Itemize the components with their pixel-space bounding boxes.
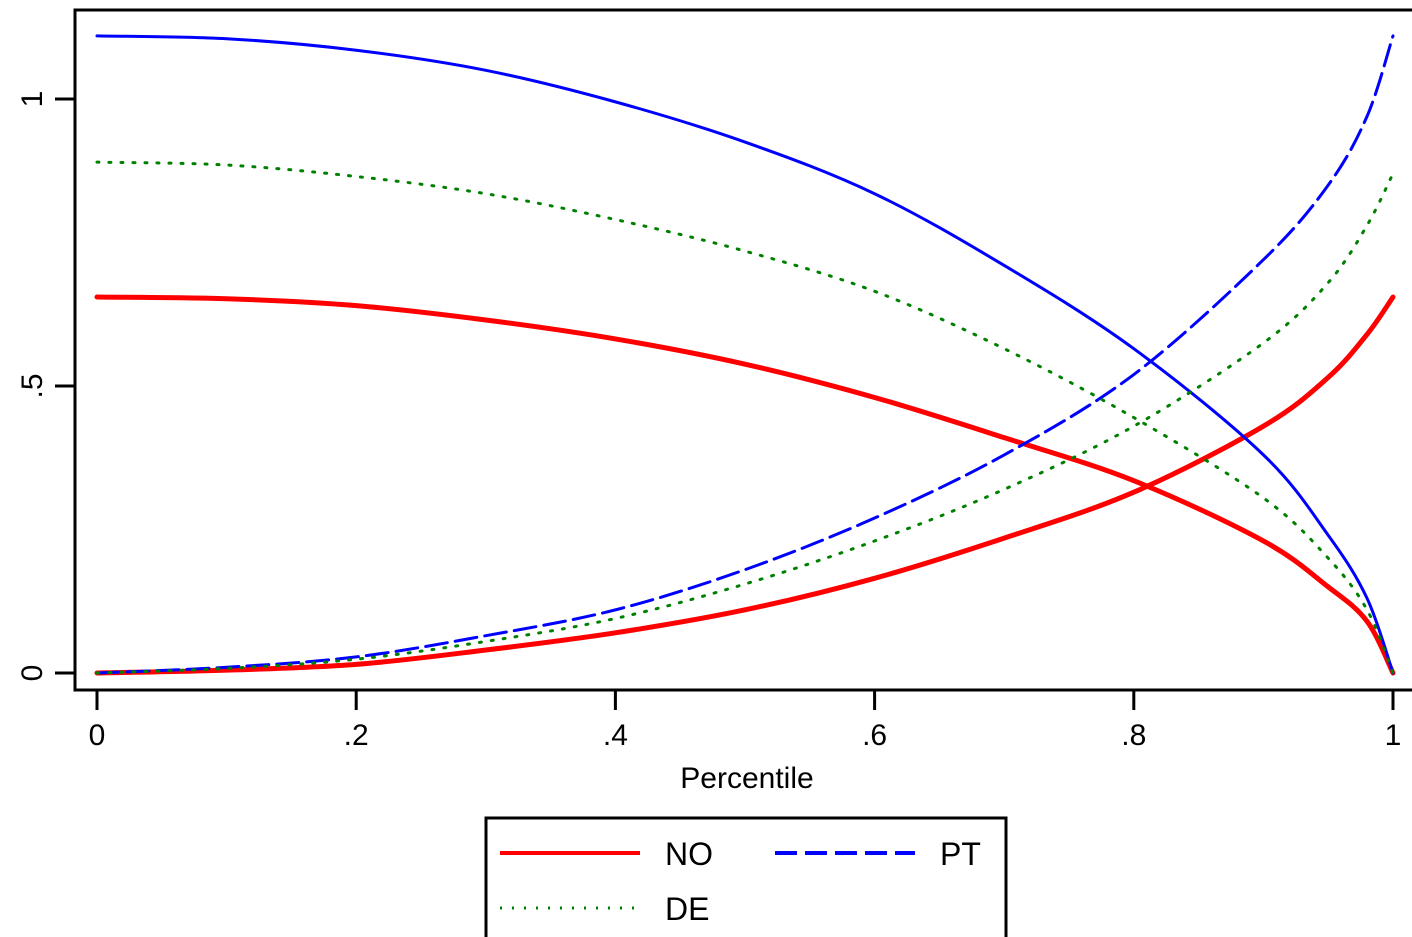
x-tick-label: .8 <box>1121 719 1146 752</box>
series-line-de-decreasing <box>95 160 1395 675</box>
series-line-no-decreasing <box>94 294 1396 676</box>
series-layer <box>94 34 1396 676</box>
y-axis: 0.51 <box>16 91 75 682</box>
x-tick-label: 0 <box>89 719 106 752</box>
y-tick-label: 1 <box>16 91 49 108</box>
x-tick-label: .4 <box>603 719 628 752</box>
legend-label-no: NO <box>665 836 713 872</box>
y-tick-label: .5 <box>16 373 49 398</box>
legend-label-pt: PT <box>940 836 981 872</box>
x-tick-label: 1 <box>1385 719 1402 752</box>
legend-label-de: DE <box>665 891 709 927</box>
y-tick-label: 0 <box>16 665 49 682</box>
legend-box <box>484 816 1008 937</box>
legend: NO PT DE <box>484 816 1008 937</box>
x-axis-title: Percentile <box>680 762 813 795</box>
series-line-pt-increasing <box>95 34 1395 675</box>
series-line-pt-decreasing <box>95 34 1395 675</box>
series-line-no-increasing <box>94 294 1396 676</box>
x-tick-label: .2 <box>344 719 369 752</box>
x-axis: 0 .2 .4 .6 .8 1 <box>75 688 1412 752</box>
x-tick-label: .6 <box>862 719 887 752</box>
plot-area <box>73 8 1412 692</box>
